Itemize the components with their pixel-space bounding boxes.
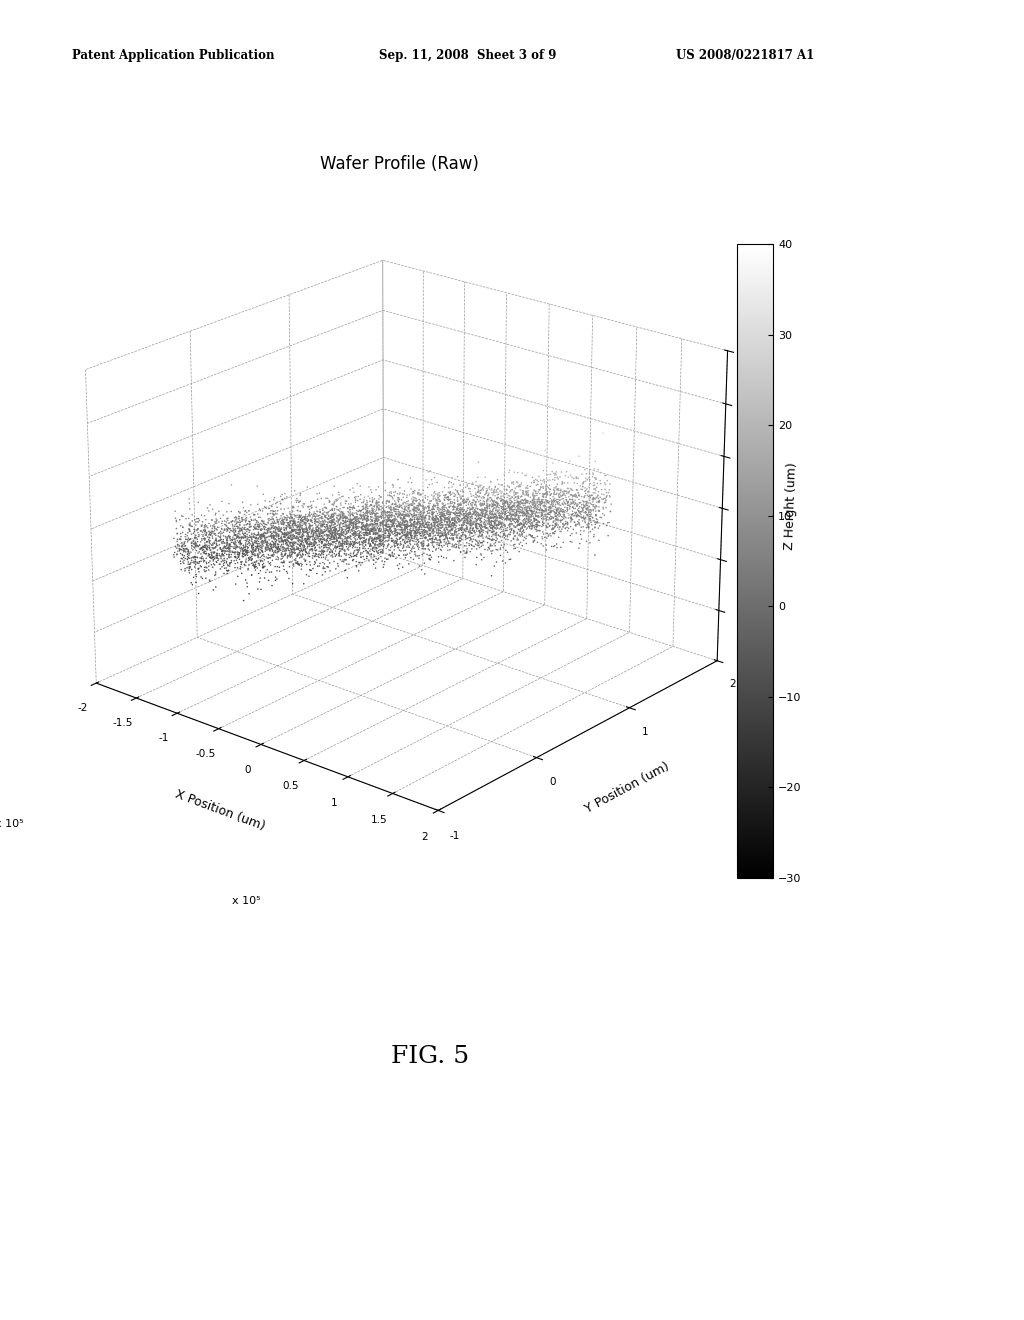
Text: x 10⁵: x 10⁵	[231, 896, 260, 906]
Text: Sep. 11, 2008  Sheet 3 of 9: Sep. 11, 2008 Sheet 3 of 9	[379, 49, 556, 62]
Text: x 10⁵: x 10⁵	[0, 820, 24, 829]
Y-axis label: 
Y Position (um): Y Position (um)	[575, 746, 672, 816]
Title: Wafer Profile (Raw): Wafer Profile (Raw)	[319, 154, 479, 173]
X-axis label: 
X Position (um): X Position (um)	[173, 774, 271, 833]
Text: FIG. 5: FIG. 5	[391, 1044, 469, 1068]
Text: Patent Application Publication: Patent Application Publication	[72, 49, 274, 62]
Text: US 2008/0221817 A1: US 2008/0221817 A1	[676, 49, 814, 62]
